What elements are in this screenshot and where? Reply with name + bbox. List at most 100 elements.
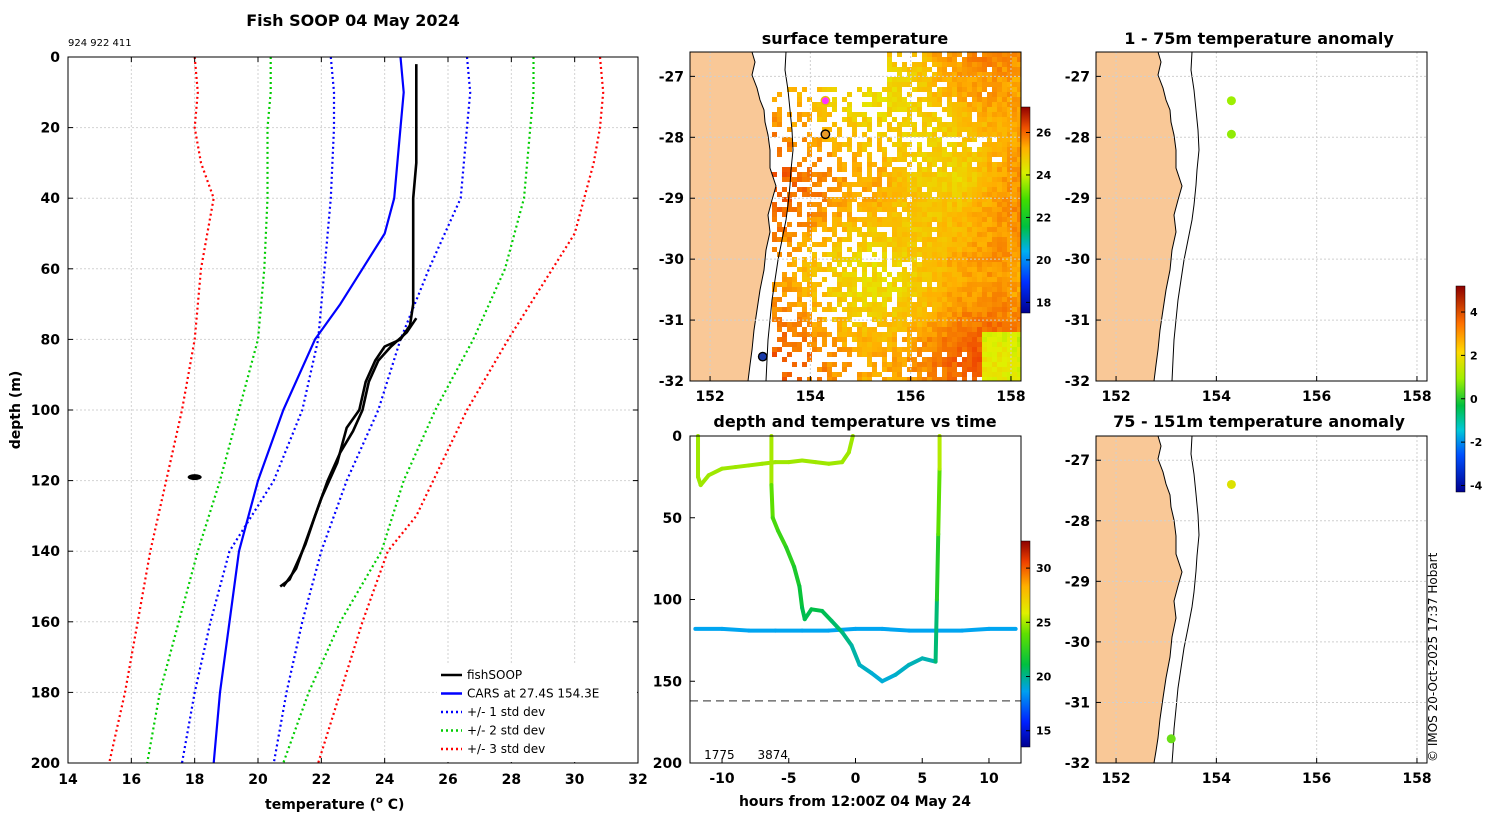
sst-cell <box>997 367 1002 372</box>
sst-cell <box>952 307 957 312</box>
profile-series <box>108 56 605 764</box>
sst-cell <box>927 287 932 292</box>
sst-cell <box>912 152 917 157</box>
sst-cell <box>987 127 992 132</box>
sst-cell <box>927 242 932 247</box>
sst-cell <box>962 172 967 177</box>
sst-cell <box>942 172 947 177</box>
sst-cell <box>947 97 952 102</box>
sst-cell <box>957 117 962 122</box>
anomaly-colorbar-label: -2 <box>1470 436 1482 449</box>
sst-cell <box>832 177 837 182</box>
sst-cell <box>977 372 982 377</box>
sst-cell <box>817 222 822 227</box>
depth-time-segment <box>920 656 938 664</box>
sst-cell <box>867 312 872 317</box>
sst-cell <box>942 192 947 197</box>
sst-cell <box>832 212 837 217</box>
sst-cell <box>967 52 972 57</box>
sst-cell <box>932 72 937 77</box>
sst-cell <box>867 117 872 122</box>
sst-cell <box>977 207 982 212</box>
sst-cell <box>1012 217 1017 222</box>
sst-cell <box>907 322 912 327</box>
sst-cell <box>952 227 957 232</box>
sst-cell <box>922 97 927 102</box>
sst-cell <box>962 222 967 227</box>
sst-cell <box>977 222 982 227</box>
sst-cell <box>847 327 852 332</box>
sst-cell <box>937 172 942 177</box>
sst-cell <box>942 252 947 257</box>
sst-cell <box>882 167 887 172</box>
sst-cell <box>912 132 917 137</box>
anomaly-shallow-point <box>1226 129 1236 139</box>
sst-cell <box>837 147 842 152</box>
sst-cell <box>957 157 962 162</box>
anomaly-deep-ytick-label: -27 <box>1065 453 1090 469</box>
sst-cell <box>902 277 907 282</box>
sst-cell <box>847 287 852 292</box>
sst-cell <box>997 352 1002 357</box>
sst-cell <box>1002 152 1007 157</box>
sst-cell <box>857 192 862 197</box>
sst-cell <box>947 232 952 237</box>
sst-cell <box>857 112 862 117</box>
sst-cell <box>937 202 942 207</box>
depth-time-segment <box>770 515 781 533</box>
sst-cell <box>927 172 932 177</box>
sst-cell <box>1017 117 1021 122</box>
sst-cell <box>797 207 802 212</box>
sst-cell <box>887 127 892 132</box>
sst-cell <box>962 112 967 117</box>
sst-cell <box>837 237 842 242</box>
sst-cell <box>982 337 987 342</box>
sst-cell <box>1002 347 1007 352</box>
sst-cell <box>927 97 932 102</box>
sst-cell <box>1017 67 1021 72</box>
sst-cell <box>962 137 967 142</box>
sst-cell <box>887 377 892 381</box>
sst-cell <box>907 277 912 282</box>
sst-cell <box>877 352 882 357</box>
sst-cell <box>847 102 852 107</box>
sst-cell <box>997 102 1002 107</box>
sst-cell <box>922 247 927 252</box>
sst-cell <box>922 87 927 92</box>
sst-cell <box>1017 77 1021 82</box>
sst-cell <box>927 272 932 277</box>
sst-cell <box>947 297 952 302</box>
sst-cell <box>887 342 892 347</box>
sst-cell <box>982 347 987 352</box>
sst-cell <box>1007 347 1012 352</box>
depth-time-segment <box>760 460 778 466</box>
depth-time-ytick-label: 50 <box>663 511 683 527</box>
sst-cell <box>982 177 987 182</box>
sst-cell <box>807 312 812 317</box>
sst-cell <box>967 217 972 222</box>
sst-cell <box>892 127 897 132</box>
sst-cell <box>887 272 892 277</box>
sst-cell <box>942 307 947 312</box>
sst-cell <box>977 272 982 277</box>
depth-time-segment <box>720 465 738 471</box>
sst-cell <box>917 277 922 282</box>
sst-cell <box>957 92 962 97</box>
sst-cell <box>902 107 907 112</box>
sst-cell <box>827 267 832 272</box>
depth-time-tag-label: 1775 <box>704 748 735 762</box>
sst-cell <box>927 227 932 232</box>
sst-cell <box>1007 72 1012 77</box>
sst-cell <box>927 197 932 202</box>
sst-cell <box>852 302 857 307</box>
sst-cell <box>937 277 942 282</box>
sst-cell <box>807 112 812 117</box>
sst-cell <box>912 282 917 287</box>
sst-cell <box>832 292 837 297</box>
sst-cell <box>947 172 952 177</box>
sst-cell <box>1007 117 1012 122</box>
sst-cell <box>907 122 912 127</box>
sst-cell <box>967 182 972 187</box>
sst-cell <box>1012 117 1017 122</box>
sst-cell <box>982 167 987 172</box>
